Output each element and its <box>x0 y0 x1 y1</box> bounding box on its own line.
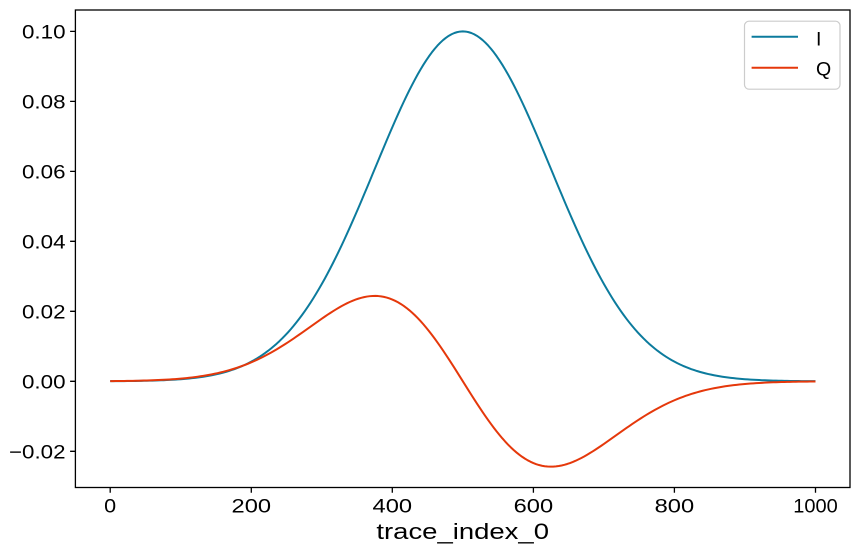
svg-text:Q: Q <box>816 58 831 80</box>
svg-text:0.00: 0.00 <box>22 371 66 393</box>
svg-text:0: 0 <box>104 496 116 518</box>
svg-text:200: 200 <box>232 496 272 518</box>
svg-text:0.02: 0.02 <box>22 301 66 323</box>
svg-text:I: I <box>816 29 821 51</box>
svg-text:600: 600 <box>514 496 554 518</box>
svg-text:800: 800 <box>655 496 695 518</box>
svg-text:0.10: 0.10 <box>22 21 66 43</box>
svg-text:trace_index_0: trace_index_0 <box>376 519 549 544</box>
svg-text:0.04: 0.04 <box>22 231 66 253</box>
svg-text:−0.02: −0.02 <box>9 441 66 463</box>
svg-text:400: 400 <box>373 496 413 518</box>
svg-text:1000: 1000 <box>793 496 838 518</box>
svg-text:0.08: 0.08 <box>22 91 66 113</box>
svg-text:0.06: 0.06 <box>22 161 66 183</box>
